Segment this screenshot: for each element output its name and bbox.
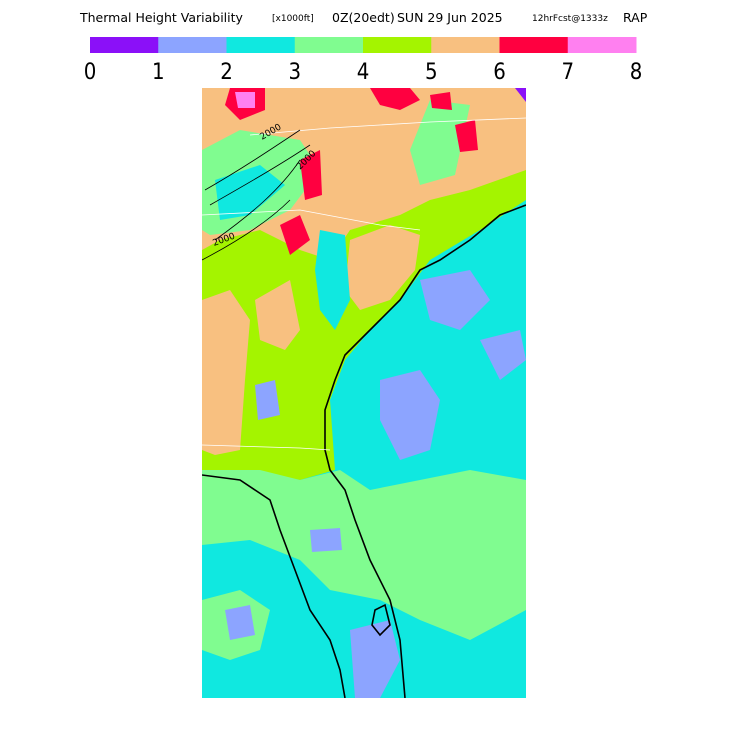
field [255,380,280,420]
contour [202,129,311,261]
colorbar: 0 1 2 3 4 5 6 7 8 [84,37,643,85]
color-swatch [90,37,159,53]
colorbar-label: 7 [561,60,574,85]
color-swatch [294,37,364,53]
field [480,330,526,380]
colorbar-label: 1 [152,60,165,85]
field [370,88,452,110]
colorbar-label: 6 [493,60,506,85]
field [310,528,342,552]
color-swatch [567,37,637,53]
field [235,92,255,108]
field [420,270,490,330]
time: 0Z(20edt) [332,10,395,25]
field [345,225,420,310]
lake [371,603,391,637]
color-swatch [226,37,296,53]
field [202,290,250,455]
forecast: 12hrFcst@1333z [532,14,608,24]
colorbar-label: 5 [425,60,438,85]
field [255,280,300,350]
color-swatch [499,37,569,53]
field [350,620,400,698]
field [215,165,285,220]
color-swatch [431,37,500,53]
field [202,470,526,640]
colorbar-label: 2 [220,60,233,85]
field [315,230,350,330]
coastline [324,204,526,698]
colorbar-label: 0 [84,60,97,85]
colorbar-label: 8 [630,60,643,85]
title: Thermal Height Variability [79,10,244,25]
field [515,88,526,102]
units: [x1000ft] [272,14,314,24]
model: RAP [623,10,648,25]
field [225,605,255,640]
colorbar-label: 4 [357,60,370,85]
field [280,120,478,255]
color-swatch [158,37,227,53]
coastline [202,474,346,698]
field [380,370,440,460]
colorbar-label: 3 [288,60,301,85]
color-swatch [363,37,432,53]
date: SUN 29 Jun 2025 [397,10,503,25]
